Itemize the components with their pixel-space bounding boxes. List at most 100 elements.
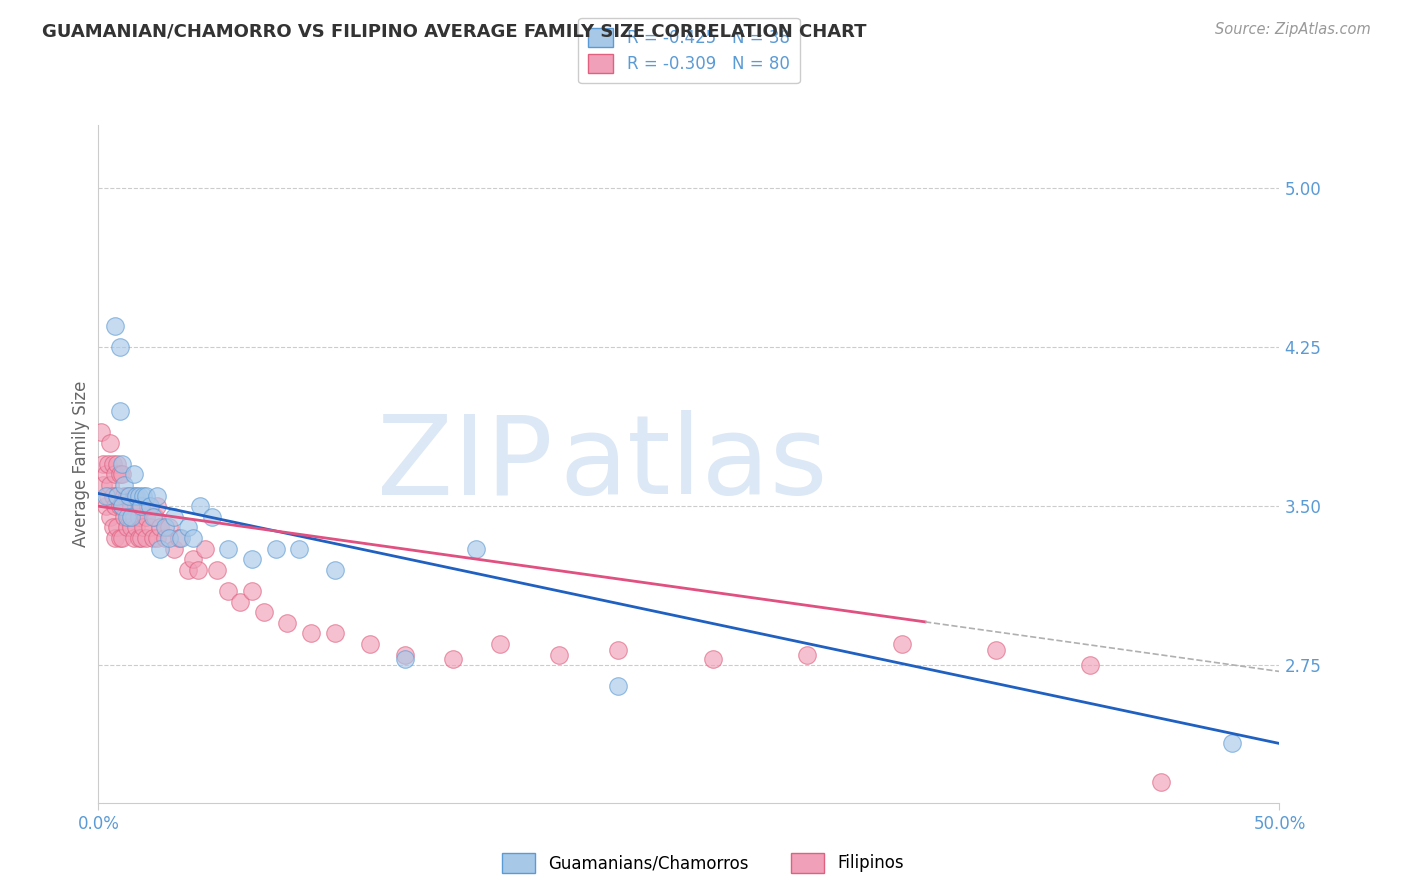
Point xyxy=(465,541,488,556)
Point xyxy=(142,509,165,524)
Point xyxy=(105,457,128,471)
Point xyxy=(205,563,228,577)
Point xyxy=(90,425,112,439)
Point xyxy=(118,509,141,524)
Point xyxy=(101,457,124,471)
Point xyxy=(128,489,150,503)
Point xyxy=(142,531,165,545)
Point xyxy=(149,520,172,534)
Point xyxy=(121,509,143,524)
Point xyxy=(489,637,512,651)
Point xyxy=(111,500,134,514)
Point xyxy=(129,500,152,514)
Point xyxy=(121,520,143,534)
Point xyxy=(139,500,162,514)
Point xyxy=(441,651,464,665)
Point xyxy=(323,563,346,577)
Point xyxy=(94,500,117,514)
Point xyxy=(105,489,128,503)
Point xyxy=(143,509,166,524)
Point xyxy=(1150,774,1173,789)
Point xyxy=(111,531,134,545)
Point xyxy=(163,509,186,524)
Point xyxy=(149,541,172,556)
Point xyxy=(194,541,217,556)
Point xyxy=(129,531,152,545)
Text: atlas: atlas xyxy=(560,410,828,517)
Point xyxy=(94,467,117,482)
Y-axis label: Average Family Size: Average Family Size xyxy=(72,381,90,547)
Text: GUAMANIAN/CHAMORRO VS FILIPINO AVERAGE FAMILY SIZE CORRELATION CHART: GUAMANIAN/CHAMORRO VS FILIPINO AVERAGE F… xyxy=(42,22,866,40)
Point xyxy=(128,531,150,545)
Point xyxy=(240,552,263,566)
Point xyxy=(129,500,152,514)
Point xyxy=(112,478,135,492)
Point xyxy=(105,520,128,534)
Legend: Guamanians/Chamorros, Filipinos: Guamanians/Chamorros, Filipinos xyxy=(495,847,911,880)
Point xyxy=(276,615,298,630)
Point xyxy=(139,520,162,534)
Point xyxy=(122,489,145,503)
Point xyxy=(135,509,157,524)
Point xyxy=(98,478,121,492)
Point xyxy=(108,404,131,418)
Point xyxy=(1220,736,1243,750)
Point xyxy=(796,648,818,662)
Point xyxy=(105,489,128,503)
Point xyxy=(91,457,114,471)
Point xyxy=(111,457,134,471)
Point xyxy=(108,467,131,482)
Point xyxy=(104,319,127,334)
Point xyxy=(108,340,131,354)
Point xyxy=(128,509,150,524)
Point xyxy=(607,643,630,657)
Point xyxy=(188,500,211,514)
Point xyxy=(104,500,127,514)
Point xyxy=(98,509,121,524)
Point xyxy=(394,648,416,662)
Point xyxy=(136,500,159,514)
Point xyxy=(323,626,346,640)
Point xyxy=(98,435,121,450)
Point xyxy=(394,651,416,665)
Point xyxy=(94,489,117,503)
Point xyxy=(108,500,131,514)
Point xyxy=(115,509,138,524)
Point xyxy=(125,489,148,503)
Point xyxy=(177,563,200,577)
Point xyxy=(97,457,120,471)
Point xyxy=(167,531,190,545)
Point xyxy=(240,583,263,598)
Point xyxy=(122,509,145,524)
Point xyxy=(177,520,200,534)
Legend: R = -0.425   N = 38, R = -0.309   N = 80: R = -0.425 N = 38, R = -0.309 N = 80 xyxy=(578,18,800,83)
Text: ZIP: ZIP xyxy=(377,410,553,517)
Point xyxy=(217,583,239,598)
Point xyxy=(146,531,169,545)
Point xyxy=(548,648,571,662)
Point xyxy=(125,500,148,514)
Point xyxy=(157,520,180,534)
Point xyxy=(187,563,209,577)
Point xyxy=(111,467,134,482)
Point xyxy=(122,467,145,482)
Point xyxy=(125,520,148,534)
Point xyxy=(118,489,141,503)
Point xyxy=(217,541,239,556)
Point xyxy=(1080,658,1102,673)
Point xyxy=(135,489,157,503)
Point xyxy=(229,594,252,608)
Point xyxy=(181,552,204,566)
Point xyxy=(288,541,311,556)
Text: Source: ZipAtlas.com: Source: ZipAtlas.com xyxy=(1215,22,1371,37)
Point xyxy=(153,531,176,545)
Point xyxy=(121,500,143,514)
Point xyxy=(201,509,224,524)
Point xyxy=(115,489,138,503)
Point xyxy=(299,626,322,640)
Point xyxy=(607,679,630,693)
Point xyxy=(132,489,155,503)
Point xyxy=(112,489,135,503)
Point xyxy=(984,643,1007,657)
Point xyxy=(104,467,127,482)
